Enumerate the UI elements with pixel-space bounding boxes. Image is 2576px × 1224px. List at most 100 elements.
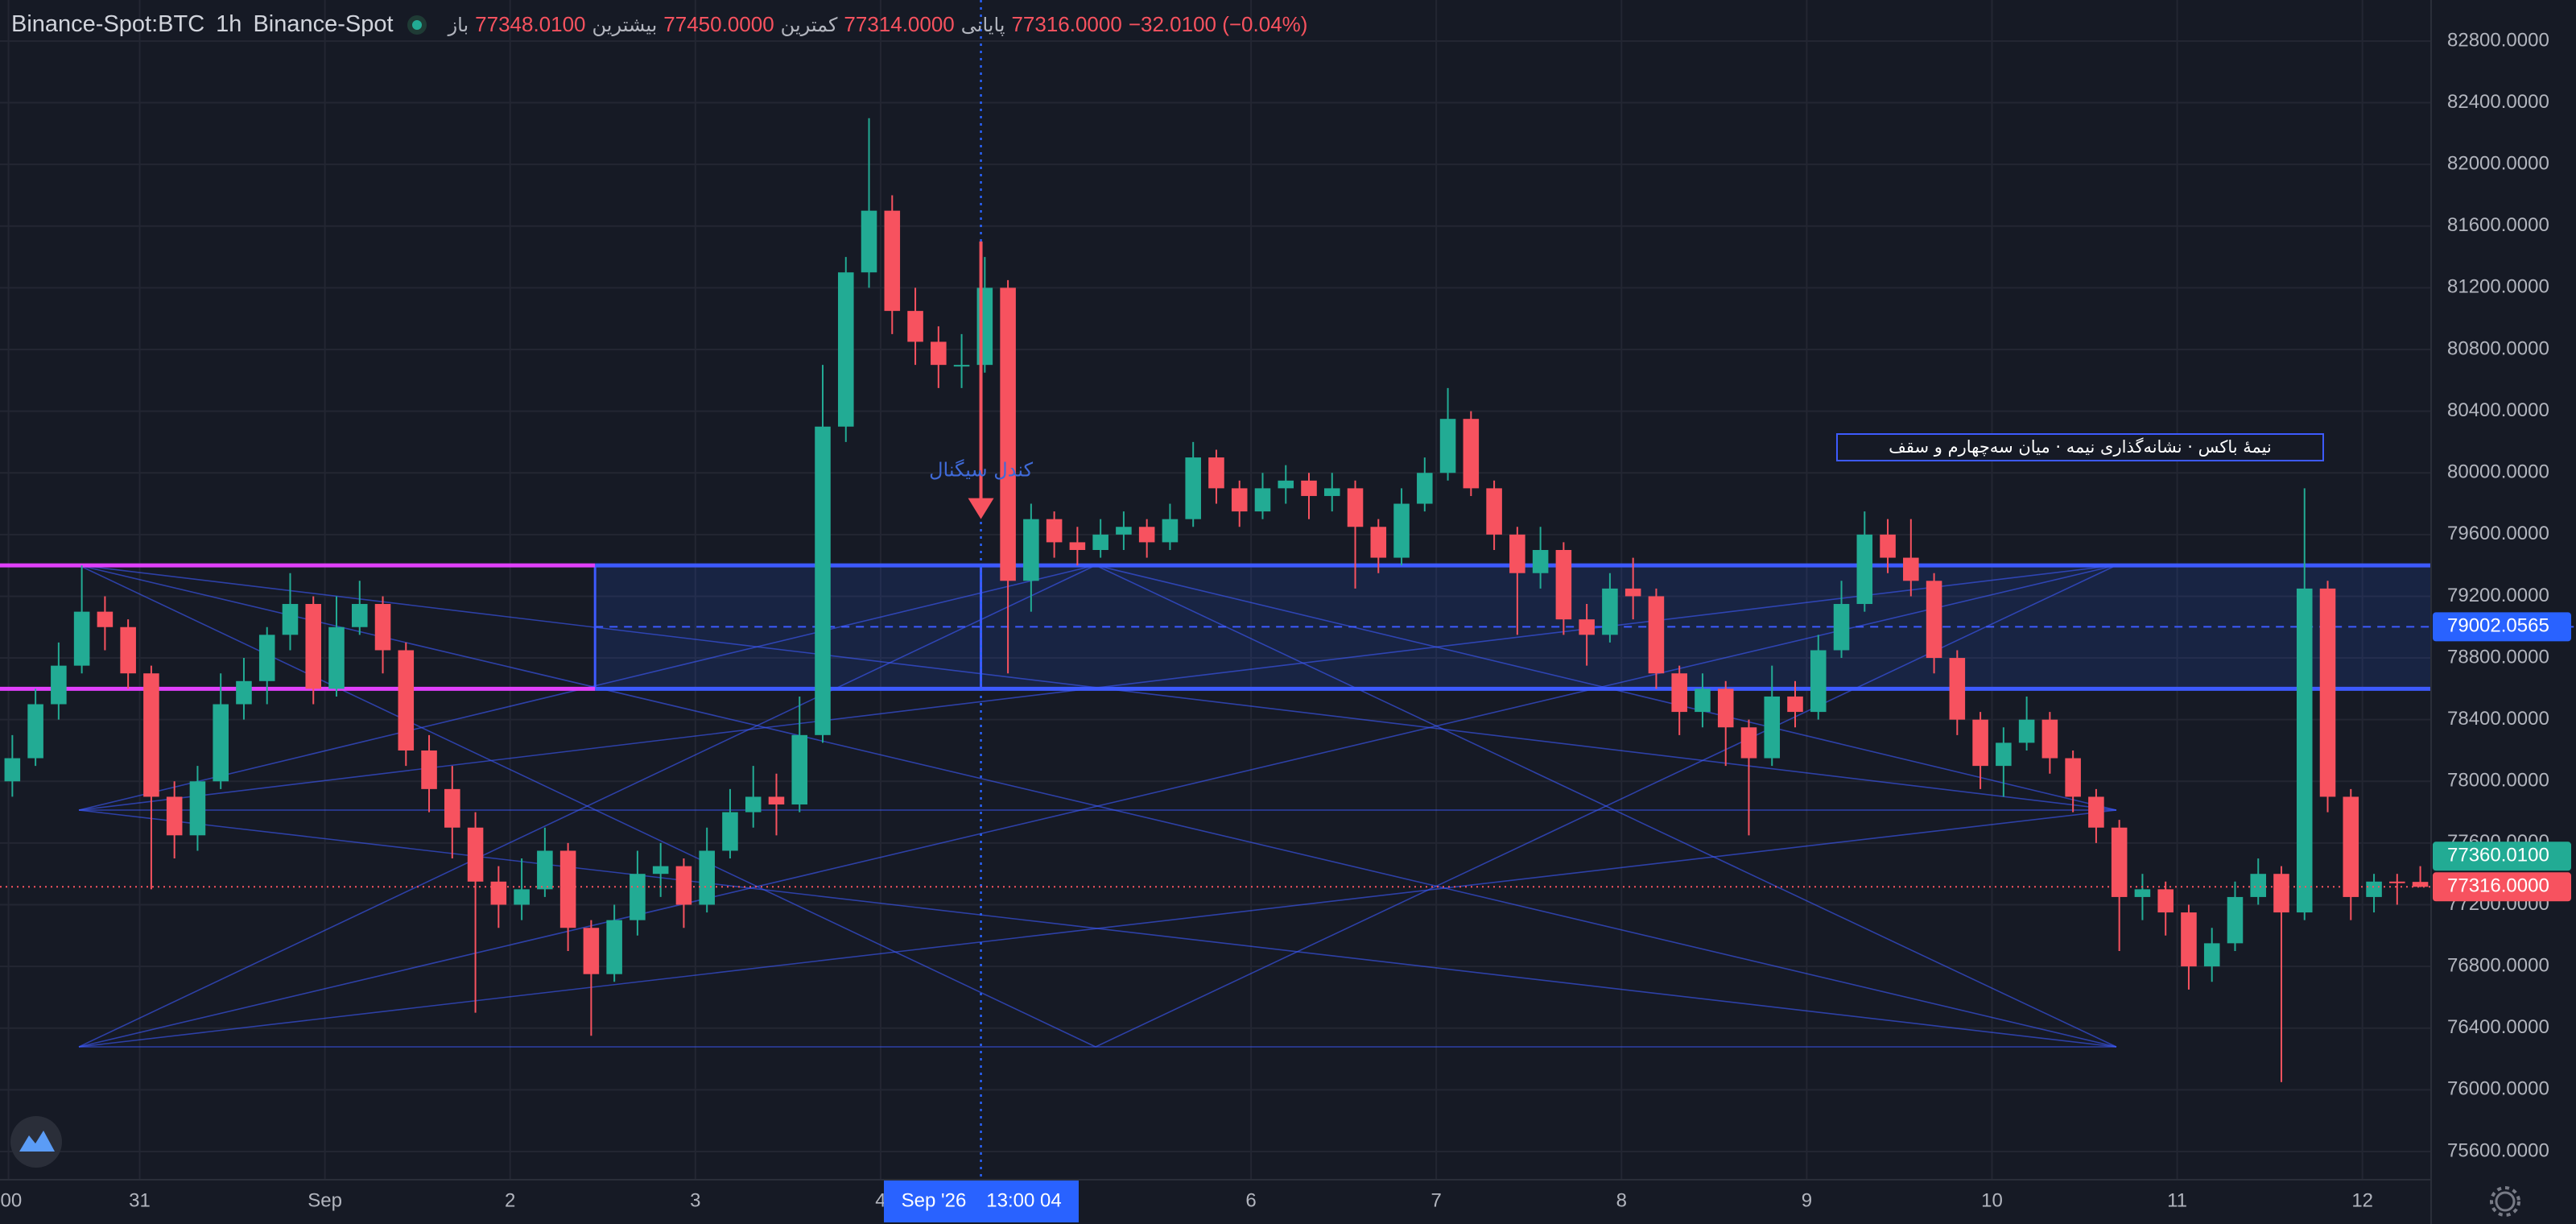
candle-body xyxy=(745,796,762,813)
candle-body xyxy=(1903,557,1919,581)
candle-body xyxy=(1323,488,1340,496)
logo-circle xyxy=(10,1116,62,1168)
candle-body xyxy=(1000,287,1016,581)
ohlc-label: باز xyxy=(448,13,469,36)
candle-body xyxy=(27,704,43,759)
status-core xyxy=(411,19,422,30)
price-label: 77316.0000 xyxy=(2447,875,2549,897)
signal-arrowhead xyxy=(968,498,994,519)
settings-icon[interactable] xyxy=(2490,1186,2520,1217)
candle-body xyxy=(1278,480,1294,489)
y-tick-label: 80400.0000 xyxy=(2447,399,2549,421)
crosshair-date: Sep '26 xyxy=(902,1189,967,1211)
candle-body xyxy=(2296,588,2313,913)
candle-body xyxy=(931,341,947,366)
candle-body xyxy=(837,272,854,427)
candle-body xyxy=(1532,549,1549,573)
candle-body xyxy=(1069,542,1086,550)
candle-body xyxy=(1486,488,1502,535)
y-tick-label: 79600.0000 xyxy=(2447,523,2549,544)
candle-body xyxy=(73,611,90,666)
gear-teeth xyxy=(2490,1186,2520,1217)
candle-body xyxy=(1370,527,1387,558)
x-tick-label: 10 xyxy=(1981,1189,2003,1211)
candle-body xyxy=(583,928,600,974)
x-tick-label: 9 xyxy=(1802,1189,1812,1211)
price-label: 77360.0100 xyxy=(2447,845,2549,866)
candle-body xyxy=(1162,519,1179,543)
candle-body xyxy=(722,812,738,851)
x-tick-label: 2 xyxy=(505,1189,515,1211)
ohlc-value: 77450.0000 xyxy=(663,12,774,36)
box-label-frame xyxy=(1836,433,2324,461)
candle-body xyxy=(1579,619,1595,635)
ohlc-label: کمترین xyxy=(780,13,838,36)
price-label: 79002.0565 xyxy=(2447,615,2549,637)
candle-body xyxy=(1787,696,1803,713)
x-tick-label: Sep xyxy=(308,1189,342,1211)
candle-body xyxy=(1671,673,1687,713)
candle-body xyxy=(2389,881,2405,883)
candle-body xyxy=(884,210,901,312)
candle-body xyxy=(537,850,553,890)
price-label-bg xyxy=(2433,872,2571,902)
candle-body xyxy=(815,426,831,735)
candle-body xyxy=(953,365,970,367)
y-tick-label: 80000.0000 xyxy=(2447,461,2549,483)
candles xyxy=(4,118,2429,1082)
y-tick-label: 76400.0000 xyxy=(2447,1016,2549,1038)
gear-ring xyxy=(2495,1191,2516,1212)
candle-body xyxy=(2065,758,2081,797)
crosshair-time-bg xyxy=(884,1181,1079,1222)
candle-body xyxy=(2088,796,2104,828)
candle-body xyxy=(1393,503,1410,558)
candle-body xyxy=(1463,419,1480,489)
candle-body xyxy=(2250,874,2267,897)
symbol[interactable]: Binance-Spot:BTC xyxy=(11,11,205,37)
candle-body xyxy=(1717,688,1734,728)
pattern-line xyxy=(78,564,1096,1048)
candle-body xyxy=(236,680,252,705)
interval[interactable]: 1h xyxy=(216,11,242,37)
signal-label: کندل سیگنال xyxy=(929,459,1034,482)
candle-body xyxy=(976,287,993,366)
ohlc: باز 77348.0100 بیشترین 77450.0000 کمترین 7731… xyxy=(448,12,1308,37)
x-tick-label: 31 xyxy=(129,1189,151,1211)
candle-body xyxy=(2018,719,2035,743)
y-tick-label: 82800.0000 xyxy=(2447,29,2549,51)
candle-body xyxy=(630,874,646,920)
candle-body xyxy=(4,758,21,782)
candle-body xyxy=(305,604,322,689)
candle-body xyxy=(2111,827,2128,897)
candle-body xyxy=(258,635,275,681)
y-tick-label: 78800.0000 xyxy=(2447,646,2549,668)
candle-body xyxy=(1185,457,1201,519)
candle-body xyxy=(559,850,576,928)
candle-body xyxy=(1023,519,1039,581)
logo-mark xyxy=(19,1131,55,1152)
x-tick-label: 6 xyxy=(1245,1189,1256,1211)
candle-body xyxy=(1231,488,1248,512)
candle-body xyxy=(120,626,136,674)
candle-body xyxy=(51,665,67,705)
pattern-line xyxy=(78,809,2117,1048)
x-tick-label: :00 xyxy=(0,1189,22,1211)
candle-body xyxy=(189,781,206,836)
candle-body xyxy=(699,850,715,905)
candle-body xyxy=(1648,596,1665,674)
candle-body xyxy=(2227,896,2244,944)
x-tick-label: 12 xyxy=(2351,1189,2373,1211)
candle-body xyxy=(1602,588,1618,635)
candle-body xyxy=(652,866,669,875)
candle-body xyxy=(1695,688,1711,713)
candle-body xyxy=(768,796,785,805)
logo[interactable] xyxy=(10,1116,62,1168)
x-tick-label: 7 xyxy=(1431,1189,1442,1211)
y-tick-label: 81200.0000 xyxy=(2447,276,2549,298)
candle-body xyxy=(2273,874,2289,913)
candle-body xyxy=(1926,581,1942,659)
candle-body xyxy=(374,604,391,651)
candle-body xyxy=(1996,742,2012,767)
x-tick-label: 4 xyxy=(875,1189,886,1211)
